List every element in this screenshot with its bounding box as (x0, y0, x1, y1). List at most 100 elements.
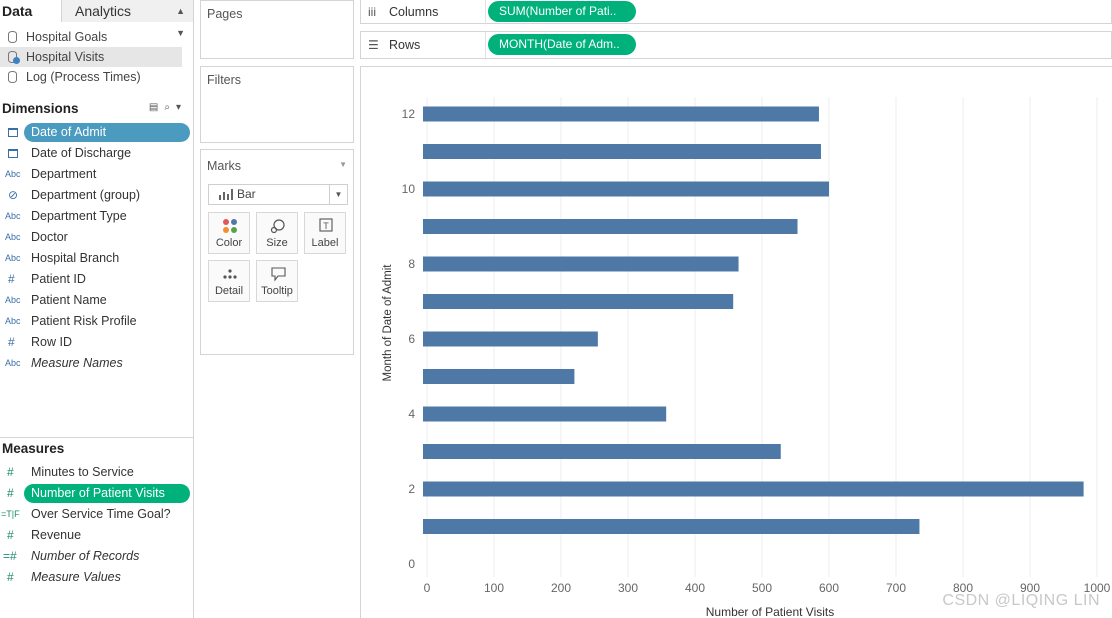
x-tick-label: 500 (752, 581, 772, 595)
marks-menu-icon[interactable]: ▼ (339, 160, 347, 169)
bar-month-10[interactable] (423, 181, 829, 197)
tab-analytics[interactable]: Analytics ▲ ▼ (61, 0, 193, 38)
y-tick-label: 8 (408, 257, 415, 271)
columns-label: Columns (389, 5, 439, 19)
field-measure-values[interactable]: # Measure Values (0, 567, 194, 588)
tab-analytics-label: Analytics (75, 3, 132, 19)
columns-pill[interactable]: SUM(Number of Pati.. (488, 1, 636, 22)
field-label: Number of Patient Visits (24, 484, 190, 503)
data-pane: Data Analytics ▲ ▼ Hospital Goals Hospita… (0, 0, 194, 618)
columns-shelf[interactable]: iii Columns SUM(Number of Pati.. (360, 0, 1112, 24)
field-row-id[interactable]: # Row ID (0, 332, 194, 353)
size-label: Size (266, 237, 288, 249)
bar-month-2[interactable] (423, 481, 1084, 497)
bar-month-11[interactable] (423, 144, 821, 159)
color-label: Color (215, 237, 243, 249)
number-type-icon: # (8, 335, 15, 349)
calculated-number-icon: =# (3, 549, 17, 563)
field-doctor[interactable]: Abc Doctor (0, 227, 194, 248)
pane-tabs: Data Analytics ▲ ▼ (0, 0, 193, 38)
string-type-icon: Abc (5, 295, 21, 305)
rows-icon: ☰ (368, 38, 379, 52)
field-date-of-admit[interactable]: Date of Admit (0, 122, 194, 143)
bar-month-6[interactable] (423, 331, 598, 347)
filters-card[interactable]: Filters (200, 66, 354, 143)
field-number-of-patient-visits[interactable]: # Number of Patient Visits (0, 483, 194, 504)
bar-month-8[interactable] (423, 256, 739, 272)
field-number-of-records[interactable]: =# Number of Records (0, 546, 194, 567)
field-label: Over Service Time Goal? (31, 507, 171, 521)
x-tick-label: 100 (484, 581, 504, 595)
field-date-of-discharge[interactable]: Date of Discharge (0, 143, 194, 164)
label-label: Label (311, 237, 339, 249)
color-dots-icon (223, 219, 237, 233)
field-patient-id[interactable]: # Patient ID (0, 269, 194, 290)
rows-pill[interactable]: MONTH(Date of Adm.. (488, 34, 636, 55)
bar-month-12[interactable] (423, 106, 819, 122)
color-button[interactable]: Color (208, 212, 250, 254)
field-hospital-branch[interactable]: Abc Hospital Branch (0, 248, 194, 269)
pages-card[interactable]: Pages (200, 0, 354, 59)
filters-title: Filters (207, 73, 242, 87)
chart-area: 0 100 200 300 400 500 600 700 800 900 1000 0 2 4 6 8 10… (360, 66, 1112, 618)
data-source-list: Hospital Goals Hospital Visits Log (Proc… (0, 22, 193, 87)
tab-data[interactable]: Data (0, 0, 61, 22)
rows-shelf-label: ☰ Rows (361, 32, 486, 58)
field-over-service-time-goal[interactable]: =T|F Over Service Time Goal? (0, 504, 194, 525)
y-tick-label: 0 (408, 557, 415, 571)
search-icon[interactable]: ⌕ (164, 102, 176, 113)
y-axis-ticks: 0 2 4 6 8 10 12 (402, 107, 416, 571)
data-source-log-process-times[interactable]: Log (Process Times) (0, 67, 182, 87)
x-tick-label: 0 (424, 581, 431, 595)
field-patient-name[interactable]: Abc Patient Name (0, 290, 194, 311)
label-button[interactable]: T Label (304, 212, 346, 254)
field-label: Row ID (31, 335, 72, 349)
measures-header: Measures (2, 441, 65, 456)
rows-shelf[interactable]: ☰ Rows MONTH(Date of Adm.. (360, 31, 1112, 59)
size-button[interactable]: Size (256, 212, 298, 254)
pages-title: Pages (207, 7, 243, 21)
measures-divider (0, 437, 194, 438)
text-label-icon: T (319, 218, 333, 232)
bar-month-3[interactable] (423, 444, 781, 459)
chevron-down-icon[interactable]: ▼ (329, 185, 347, 204)
field-patient-risk-profile[interactable]: Abc Patient Risk Profile (0, 311, 194, 332)
y-tick-label: 4 (408, 407, 415, 421)
x-tick-label: 800 (953, 581, 973, 595)
field-minutes-to-service[interactable]: # Minutes to Service (0, 462, 194, 483)
paperclip-icon: ⊘ (8, 188, 19, 202)
x-tick-label: 900 (1020, 581, 1040, 595)
bar-month-9[interactable] (423, 219, 798, 234)
field-department-group[interactable]: ⊘ Department (group) (0, 185, 194, 206)
chevron-down-icon[interactable]: ▾ (175, 102, 187, 113)
y-tick-label: 2 (408, 482, 415, 496)
data-source-label: Log (Process Times) (26, 70, 141, 84)
tooltip-button[interactable]: Tooltip (256, 260, 298, 302)
data-source-hospital-visits[interactable]: Hospital Visits (0, 47, 182, 67)
field-label: Patient Risk Profile (31, 314, 137, 328)
string-type-icon: Abc (5, 232, 21, 242)
field-label: Department Type (31, 209, 127, 223)
bar-month-5[interactable] (423, 369, 575, 384)
calendar-icon (8, 149, 18, 158)
list-view-icon[interactable]: ▤ (148, 102, 165, 113)
string-type-icon: Abc (5, 253, 21, 263)
detail-button[interactable]: Detail (208, 260, 250, 302)
bar-month-4[interactable] (423, 406, 667, 422)
marks-card: Marks ▼ Bar ▼ Color Size (200, 149, 354, 355)
bar-chart-icon (219, 189, 233, 200)
data-source-hospital-goals[interactable]: Hospital Goals (0, 27, 182, 47)
field-department-type[interactable]: Abc Department Type (0, 206, 194, 227)
x-tick-label: 1000 (1084, 581, 1111, 595)
bar-month-7[interactable] (423, 294, 734, 309)
field-revenue[interactable]: # Revenue (0, 525, 194, 546)
tab-scroll-arrows-icon[interactable]: ▲ ▼ (176, 6, 185, 38)
field-department[interactable]: Abc Department (0, 164, 194, 185)
bar-month-1[interactable] (423, 519, 920, 534)
field-measure-names[interactable]: Abc Measure Names (0, 353, 194, 374)
database-icon (8, 71, 17, 83)
y-axis-title: Month of Date of Admit (382, 264, 394, 382)
string-type-icon: Abc (5, 169, 21, 179)
mark-type-select[interactable]: Bar ▼ (208, 184, 348, 205)
field-label: Measure Names (31, 356, 123, 370)
